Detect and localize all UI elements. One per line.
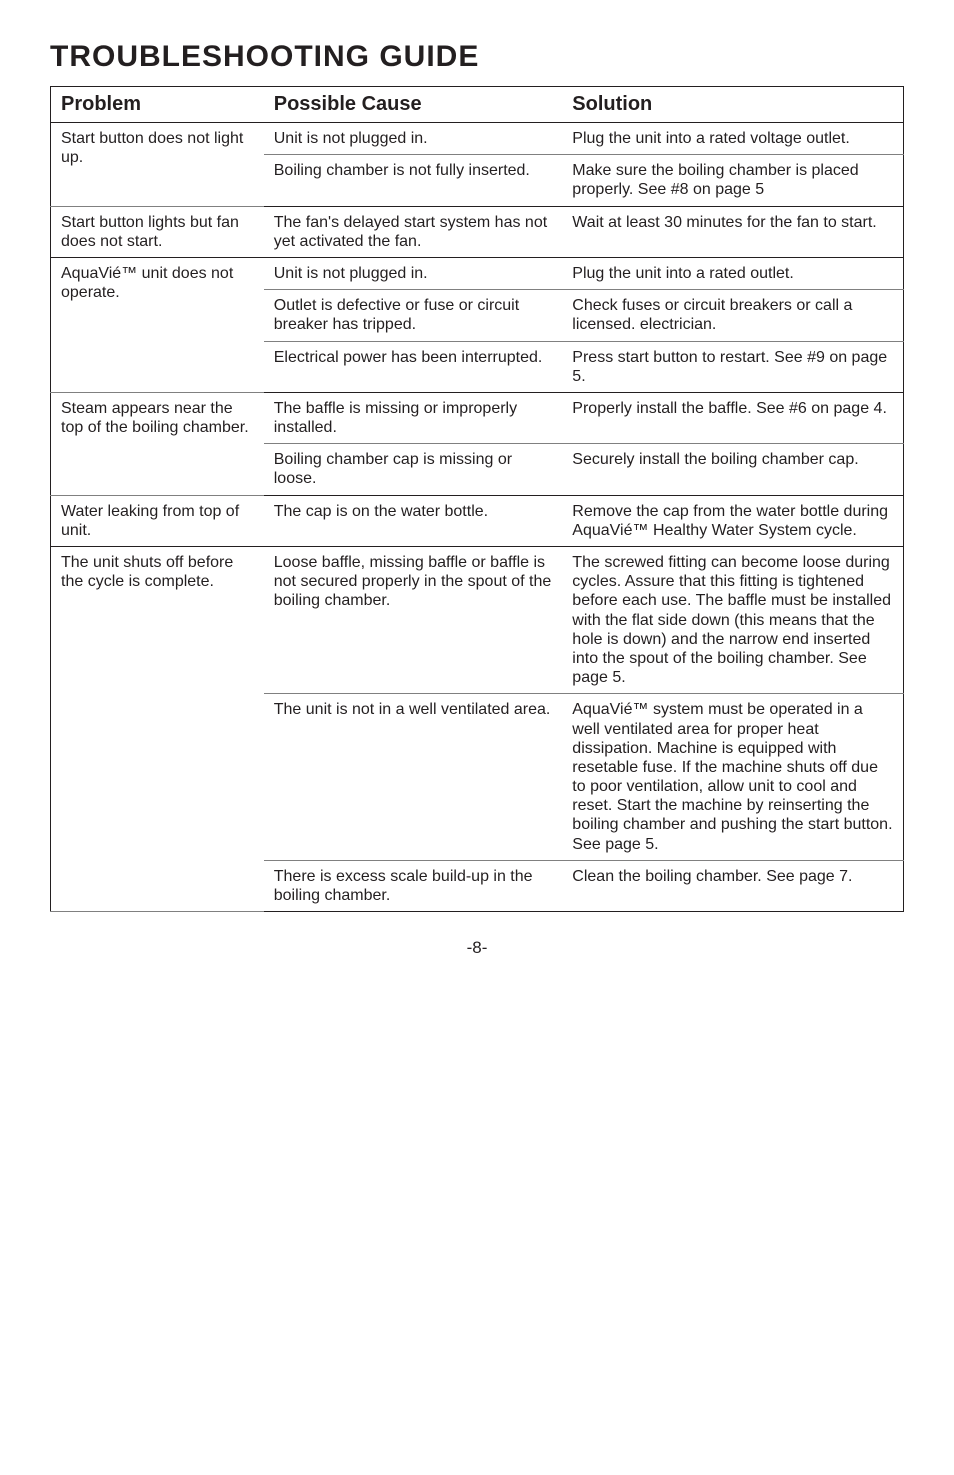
header-problem: Problem [51, 87, 264, 123]
table-cell-cause: Loose baffle, missing baffle or baffle i… [264, 547, 563, 694]
table-cell-cause: The fan's delayed start system has not y… [264, 206, 563, 257]
table-cell-cause: Boiling chamber cap is missing or loose. [264, 444, 563, 495]
header-cause: Possible Cause [264, 87, 563, 123]
header-solution: Solution [562, 87, 903, 123]
table-cell-cause: Electrical power has been interrupted. [264, 341, 563, 392]
table-cell-cause: The cap is on the water bottle. [264, 495, 563, 546]
table-cell-solution: Wait at least 30 minutes for the fan to … [562, 206, 903, 257]
table-cell-problem: Water leaking from top of unit. [51, 495, 264, 546]
table-cell-solution: Properly install the baffle. See #6 on p… [562, 392, 903, 443]
table-cell-solution: The screwed fitting can become loose dur… [562, 547, 903, 694]
table-cell-solution: Check fuses or circuit breakers or call … [562, 290, 903, 341]
table-cell-solution: Remove the cap from the water bottle dur… [562, 495, 903, 546]
table-cell-solution: Clean the boiling chamber. See page 7. [562, 860, 903, 911]
table-cell-cause: Outlet is defective or fuse or circuit b… [264, 290, 563, 341]
table-cell-problem: The unit shuts off before the cycle is c… [51, 547, 264, 912]
page-number: -8- [50, 938, 904, 958]
table-cell-cause: The unit is not in a well ventilated are… [264, 694, 563, 861]
table-cell-problem: Steam appears near the top of the boilin… [51, 392, 264, 495]
table-cell-problem: Start button does not light up. [51, 123, 264, 207]
table-cell-solution: AquaVié™ system must be operated in a we… [562, 694, 903, 861]
table-cell-solution: Plug the unit into a rated voltage outle… [562, 123, 903, 155]
table-cell-solution: Securely install the boiling chamber cap… [562, 444, 903, 495]
troubleshooting-table: Problem Possible Cause Solution Start bu… [50, 86, 904, 912]
table-cell-solution: Press start button to restart. See #9 on… [562, 341, 903, 392]
table-cell-cause: Boiling chamber is not fully inserted. [264, 155, 563, 206]
table-cell-cause: Unit is not plugged in. [264, 257, 563, 289]
table-cell-cause: Unit is not plugged in. [264, 123, 563, 155]
table-cell-problem: Start button lights but fan does not sta… [51, 206, 264, 257]
table-cell-problem: AquaVié™ unit does not operate. [51, 257, 264, 392]
table-cell-cause: There is excess scale build-up in the bo… [264, 860, 563, 911]
table-cell-solution: Make sure the boiling chamber is placed … [562, 155, 903, 206]
page-heading: TROUBLESHOOTING GUIDE [50, 40, 904, 74]
table-cell-solution: Plug the unit into a rated outlet. [562, 257, 903, 289]
table-cell-cause: The baffle is missing or improperly inst… [264, 392, 563, 443]
